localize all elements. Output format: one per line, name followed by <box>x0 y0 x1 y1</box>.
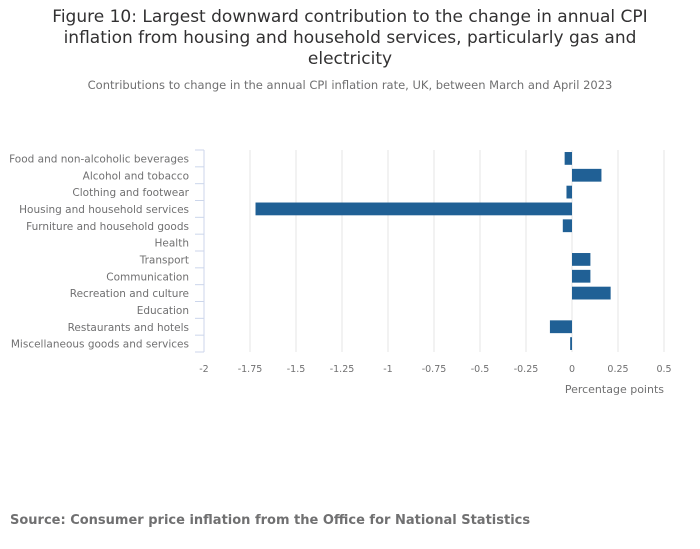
category-label: Recreation and culture <box>70 288 189 300</box>
category-label: Miscellaneous goods and services <box>11 339 189 351</box>
bar <box>562 219 572 233</box>
bar <box>255 202 572 216</box>
category-label: Alcohol and tobacco <box>83 170 189 182</box>
chart-title-line-3: electricity <box>307 49 393 69</box>
category-label: Clothing and footwear <box>72 187 189 199</box>
bar <box>564 152 572 165</box>
x-tick-label: 0.5 <box>656 364 671 375</box>
category-label: Furniture and household goods <box>26 221 189 233</box>
x-tick-label: -0.5 <box>471 364 490 375</box>
x-tick-label: -1 <box>383 364 392 375</box>
bar <box>572 253 591 266</box>
chart-title-line-1: Figure 10: Largest downward contribution… <box>52 7 648 27</box>
category-label: Education <box>137 305 189 317</box>
bar <box>572 168 602 182</box>
x-tick-label: -1.25 <box>330 364 355 375</box>
chart-subtitle: Contributions to change in the annual CP… <box>87 78 613 92</box>
chart-title: Figure 10: Largest downward contribution… <box>0 7 700 70</box>
x-tick-label: -1.75 <box>238 364 263 375</box>
category-label: Health <box>155 238 189 250</box>
x-tick-label: 0.25 <box>607 364 628 375</box>
x-tick-label: -0.75 <box>422 364 447 375</box>
category-label: Restaurants and hotels <box>68 322 189 334</box>
x-tick-label: 0 <box>569 364 575 375</box>
category-label: Housing and household services <box>19 204 189 216</box>
chart-title-line-2: inflation from housing and household ser… <box>63 28 637 48</box>
category-label: Communication <box>106 271 189 283</box>
x-tick-label: -0.25 <box>514 364 539 375</box>
x-axis-title: Percentage points <box>565 383 664 396</box>
category-label: Food and non-alcoholic beverages <box>9 153 189 165</box>
x-tick-label: -2 <box>199 364 208 375</box>
source-note: Source: Consumer price inflation from th… <box>10 513 531 528</box>
bar <box>570 337 572 350</box>
bar <box>566 185 572 199</box>
bar <box>549 320 572 334</box>
category-label: Transport <box>139 254 189 266</box>
bar <box>572 286 611 300</box>
bar <box>572 269 591 283</box>
x-tick-label: -1.5 <box>287 364 306 375</box>
